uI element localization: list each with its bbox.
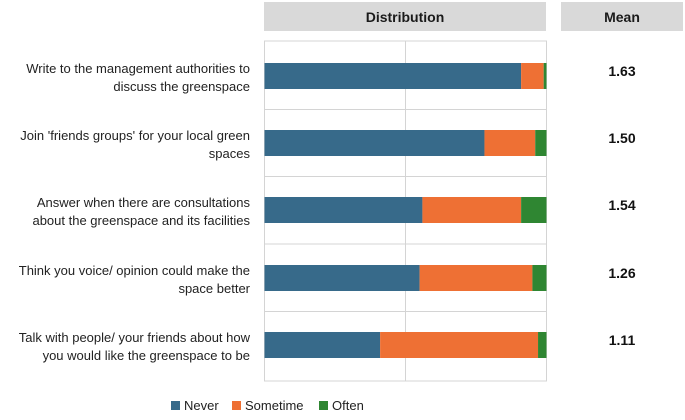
category-label-2-line-2: spaces bbox=[209, 146, 251, 161]
mean-value-1: 1.63 bbox=[608, 63, 635, 79]
category-label-1-line-2: discuss the greenspace bbox=[113, 79, 250, 94]
mean-value-3: 1.54 bbox=[608, 197, 635, 213]
bar-never-4 bbox=[264, 265, 420, 291]
bar-sometime-2 bbox=[484, 130, 536, 156]
mean-value-2: 1.50 bbox=[608, 130, 635, 146]
category-label-3-line-1: Answer when there are consultations bbox=[37, 195, 251, 210]
category-label-2-line-1: Join 'friends groups' for your local gre… bbox=[20, 128, 250, 143]
bar-often-3 bbox=[521, 197, 547, 223]
bar-often-2 bbox=[535, 130, 547, 156]
mean-header: Mean bbox=[561, 2, 683, 31]
category-label-4-line-2: space better bbox=[178, 281, 250, 296]
bar-sometime-4 bbox=[419, 265, 533, 291]
bar-sometime-3 bbox=[422, 197, 522, 223]
bar-never-1 bbox=[264, 63, 522, 89]
bar-never-3 bbox=[264, 197, 423, 223]
bar-never-2 bbox=[264, 130, 485, 156]
legend-label-often: Often bbox=[332, 398, 364, 413]
legend-swatch-sometime bbox=[232, 401, 241, 410]
legend-swatch-never bbox=[171, 401, 180, 410]
category-label-1-line-1: Write to the management authorities to bbox=[26, 61, 250, 76]
bar-sometime-5 bbox=[380, 332, 539, 358]
legend-label-sometime: Sometime bbox=[245, 398, 304, 413]
bar-often-4 bbox=[532, 265, 547, 291]
category-label-5-line-2: you would like the greenspace to be bbox=[43, 348, 250, 363]
legend-swatch-often bbox=[319, 401, 328, 410]
legend-label-never: Never bbox=[184, 398, 219, 413]
bar-often-5 bbox=[538, 332, 547, 358]
bar-often-1 bbox=[543, 63, 547, 89]
distribution-header: Distribution bbox=[264, 2, 546, 31]
bar-never-5 bbox=[264, 332, 381, 358]
category-label-5-line-1: Talk with people/ your friends about how bbox=[19, 330, 251, 345]
category-label-3-line-2: about the greenspace and its facilities bbox=[32, 213, 250, 228]
bar-sometime-1 bbox=[521, 63, 544, 89]
mean-value-4: 1.26 bbox=[608, 265, 635, 281]
category-label-4-line-1: Think you voice/ opinion could make the bbox=[19, 263, 250, 278]
mean-value-5: 1.11 bbox=[609, 332, 636, 348]
